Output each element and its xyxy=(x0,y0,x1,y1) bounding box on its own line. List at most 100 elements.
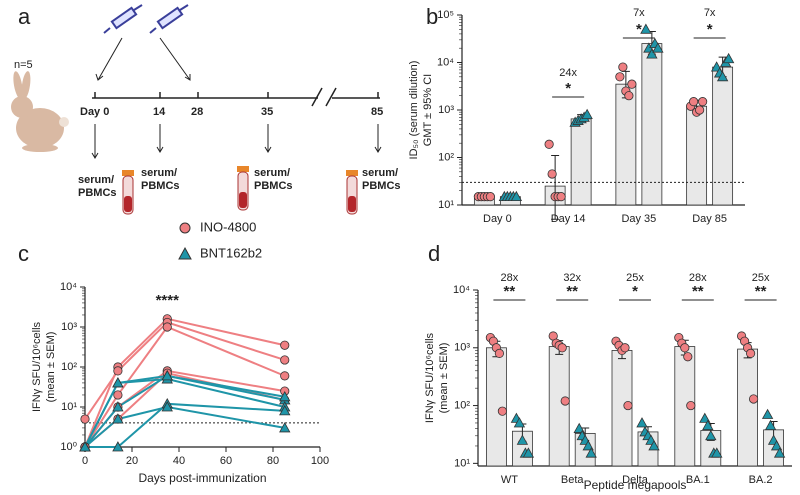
timeline-day: 85 xyxy=(371,106,383,118)
fold-label: 25x xyxy=(626,272,644,284)
series-line xyxy=(84,321,286,420)
data-point xyxy=(640,23,652,34)
sample-label: serum/ xyxy=(362,167,398,179)
y-tick-label: 10⁰ xyxy=(60,441,77,453)
y-tick-label: 10⁵ xyxy=(437,9,454,21)
data-point xyxy=(547,169,557,179)
y-axis-label: (mean ± SEM) xyxy=(45,332,57,403)
data-point xyxy=(161,401,173,412)
bar xyxy=(615,83,637,206)
data-point xyxy=(680,343,690,353)
y-axis-label: (mean ± SEM) xyxy=(438,343,450,414)
x-tick-label: Day 14 xyxy=(551,213,586,225)
data-point xyxy=(581,108,593,120)
y-tick-label: 10¹ xyxy=(454,457,470,469)
data-point xyxy=(279,405,291,416)
data-point xyxy=(280,355,290,365)
y-axis-label: IFNγ SFU/10⁶cells xyxy=(31,321,43,412)
y-tick-label: 10² xyxy=(454,399,470,411)
sig-label: ** xyxy=(755,283,767,300)
sample-label: PBMCs xyxy=(254,180,293,192)
data-point xyxy=(683,352,693,362)
fold-label: 24x xyxy=(559,67,577,79)
data-point xyxy=(280,340,290,350)
timeline-day: Day 0 xyxy=(80,106,109,118)
x-tick-label: Day 85 xyxy=(692,213,727,225)
bar xyxy=(641,43,663,206)
data-point xyxy=(689,97,699,107)
sig-label: ** xyxy=(504,283,516,300)
data-point xyxy=(695,105,705,115)
tube-icon xyxy=(122,166,358,215)
sig-label: * xyxy=(565,80,571,97)
data-point xyxy=(497,406,507,416)
data-point xyxy=(627,79,637,89)
data-point xyxy=(573,422,585,433)
y-tick-label: 10³ xyxy=(454,342,470,354)
data-point xyxy=(112,401,124,412)
data-point xyxy=(279,390,291,402)
fold-label: 7x xyxy=(633,7,645,19)
legend-marker xyxy=(178,246,192,260)
fold-label: 28x xyxy=(501,272,519,284)
timeline-day: 14 xyxy=(153,106,166,118)
y-tick-label: 10³ xyxy=(61,321,77,333)
timeline-day: 28 xyxy=(191,106,203,118)
x-tick-label: Delta xyxy=(622,474,649,486)
data-point xyxy=(544,139,554,149)
sig-label: * xyxy=(707,21,713,38)
series-line xyxy=(85,402,285,448)
series-line xyxy=(84,405,285,448)
data-point xyxy=(745,348,756,358)
data-point xyxy=(711,447,723,458)
data-point xyxy=(615,72,625,82)
series-line xyxy=(84,378,285,448)
x-tick-label: 80 xyxy=(267,455,279,467)
data-point xyxy=(516,434,529,445)
data-point xyxy=(618,62,628,72)
data-point xyxy=(112,441,124,452)
legend-label: BNT162b2 xyxy=(200,245,262,260)
bar xyxy=(548,346,570,467)
sig-label: * xyxy=(632,283,638,300)
legend-label: INO-4800 xyxy=(200,219,256,234)
panel-label: c xyxy=(18,241,29,266)
x-axis-label: Peptide megapools xyxy=(584,478,687,492)
y-tick-label: 10⁴ xyxy=(437,56,454,68)
series-line xyxy=(84,374,285,448)
data-point xyxy=(494,348,504,358)
data-point xyxy=(510,190,523,202)
series-line xyxy=(84,325,286,448)
data-point xyxy=(770,440,783,451)
data-point xyxy=(280,371,290,381)
data-point xyxy=(560,396,570,406)
data-point xyxy=(716,70,729,82)
data-point xyxy=(485,192,495,202)
bar xyxy=(570,118,592,206)
legend-marker xyxy=(179,222,191,234)
injection-arrow xyxy=(95,37,191,81)
data-point xyxy=(112,413,124,424)
data-point xyxy=(624,91,634,101)
y-tick-label: 10¹ xyxy=(61,401,77,413)
bar xyxy=(686,105,708,206)
data-point xyxy=(556,192,566,202)
bar xyxy=(737,348,758,467)
y-axis-label: ID₅₀ (serum dilution) xyxy=(408,61,420,160)
x-tick-label: Day 0 xyxy=(483,213,512,225)
fold-label: 32x xyxy=(563,272,581,284)
data-point xyxy=(699,412,711,423)
data-point xyxy=(698,97,708,107)
syringe-icon xyxy=(103,4,189,34)
data-point xyxy=(522,447,535,458)
data-point xyxy=(113,390,123,400)
significance-label: **** xyxy=(156,292,180,309)
data-point xyxy=(161,370,173,381)
data-point xyxy=(648,440,660,451)
fold-label: 28x xyxy=(689,272,707,284)
x-tick-label: 0 xyxy=(82,455,88,467)
panel-label: d xyxy=(428,241,440,266)
data-point xyxy=(585,447,597,458)
series-line xyxy=(84,317,285,448)
